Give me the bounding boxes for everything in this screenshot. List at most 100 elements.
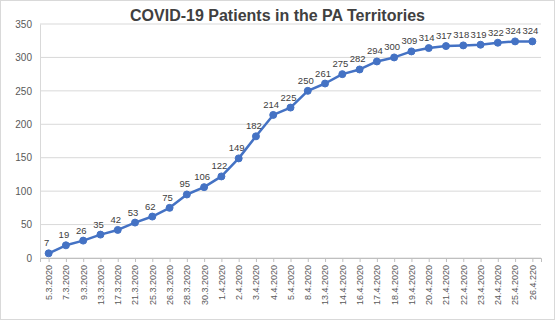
x-tick-label: 2.4.2020 bbox=[234, 265, 244, 300]
data-label: 300 bbox=[384, 41, 400, 52]
marker bbox=[62, 242, 69, 249]
title: COVID-19 Patients in the PA Territories bbox=[130, 7, 425, 24]
data-label: 309 bbox=[402, 35, 418, 46]
x-tick: 23.4.2020 bbox=[476, 258, 486, 305]
grid-line bbox=[40, 157, 541, 158]
x-tick: 16.4.2020 bbox=[355, 258, 365, 305]
y-tick-label: 100 bbox=[15, 186, 32, 197]
x-tick-label: 25.3.2020 bbox=[148, 265, 158, 305]
marker bbox=[252, 133, 259, 140]
x-tick: 19.4.2020 bbox=[407, 258, 417, 305]
x-tick-label: 30.3.2020 bbox=[200, 265, 210, 305]
x-tick-mark bbox=[360, 258, 361, 262]
data-label: 318 bbox=[453, 29, 469, 40]
data-label: 122 bbox=[211, 160, 227, 171]
x-tick: 17.4.2020 bbox=[372, 258, 382, 305]
grid-line bbox=[40, 24, 541, 25]
x-tick-label: 16.4.2020 bbox=[355, 265, 365, 305]
data-label: 26 bbox=[76, 225, 87, 236]
marker bbox=[132, 219, 139, 226]
y-tick: 150 bbox=[15, 152, 40, 163]
data-label: 322 bbox=[488, 27, 504, 38]
marker bbox=[356, 66, 363, 73]
x-tick-mark bbox=[463, 258, 464, 262]
x-tick-label: 8.4.2020 bbox=[303, 265, 313, 300]
grid bbox=[40, 24, 541, 258]
data-label: 149 bbox=[229, 142, 245, 153]
marker bbox=[45, 250, 52, 257]
marker bbox=[166, 204, 173, 211]
x-tick-label: 9.3.2020 bbox=[79, 265, 89, 300]
x-tick: 4.4.2020 bbox=[269, 258, 279, 300]
x-tick-mark bbox=[152, 258, 153, 262]
x-tick-mark bbox=[394, 258, 395, 262]
data-label: 317 bbox=[436, 30, 452, 41]
data-labels: 7192635425362759510612214918221422525026… bbox=[44, 25, 538, 248]
x-tick: 21.3.2020 bbox=[130, 258, 140, 305]
data-label: 324 bbox=[505, 25, 521, 36]
x-tick-mark bbox=[515, 258, 516, 262]
y-tick: 200 bbox=[15, 119, 40, 130]
x-tick-label: 19.4.2020 bbox=[407, 265, 417, 305]
x-tick-mark bbox=[411, 258, 412, 262]
x-tick: 26.4.220 bbox=[528, 258, 538, 300]
x-tick-label: 14.4.2020 bbox=[338, 265, 348, 305]
marker bbox=[235, 155, 242, 162]
x-tick: 5.3.2020 bbox=[44, 258, 54, 300]
marker bbox=[322, 80, 329, 87]
marker bbox=[97, 231, 104, 238]
x-tick-label: 26.3.2020 bbox=[165, 265, 175, 305]
x-tick: 30.3.2020 bbox=[200, 258, 210, 305]
x-tick-mark bbox=[204, 258, 205, 262]
y-axis-line bbox=[40, 25, 41, 259]
data-label: 75 bbox=[162, 192, 173, 203]
data-label: 7 bbox=[44, 237, 49, 248]
x-tick-label: 4.4.2020 bbox=[269, 265, 279, 300]
x-tick-label: 24.4.2020 bbox=[493, 265, 503, 305]
data-label: 95 bbox=[180, 178, 191, 189]
data-label: 62 bbox=[145, 201, 156, 212]
x-tick: 26.3.2020 bbox=[165, 258, 175, 305]
x-tick: 2.4.2020 bbox=[234, 258, 244, 300]
marker bbox=[114, 226, 121, 233]
x-tick-label: 13.3.2020 bbox=[96, 265, 106, 305]
x-tick: 18.4.2020 bbox=[390, 258, 400, 305]
data-label: 319 bbox=[471, 29, 487, 40]
x-tick-mark bbox=[49, 258, 50, 262]
data-label: 261 bbox=[315, 68, 331, 79]
x-tick-mark bbox=[118, 258, 119, 262]
data-label: 250 bbox=[298, 75, 314, 86]
data-label: 214 bbox=[263, 99, 279, 110]
data-label: 275 bbox=[332, 58, 348, 69]
y-tick-label: 50 bbox=[21, 219, 33, 230]
y-tick: 350 bbox=[15, 19, 40, 30]
y-tick-label: 0 bbox=[26, 253, 32, 264]
marker bbox=[512, 38, 519, 45]
x-tick-mark bbox=[221, 258, 222, 262]
plot: 0 50 100 150 200 250 300 350 5.3.2020 7.3.2020 9.3… bbox=[15, 19, 541, 305]
x-tick-label: 5.4.2020 bbox=[286, 265, 296, 300]
x-tick-mark bbox=[135, 258, 136, 262]
x-tick-label: 3.4.2020 bbox=[251, 265, 261, 300]
x-tick-mark bbox=[342, 258, 343, 262]
x-tick-mark bbox=[308, 258, 309, 262]
marker bbox=[477, 41, 484, 48]
x-tick-label: 20.4.2020 bbox=[424, 265, 434, 305]
x-axis: 5.3.20207.3.20209.3.202013.3.202017.3.20… bbox=[41, 258, 542, 305]
data-label: 282 bbox=[350, 53, 366, 64]
data-label: 53 bbox=[128, 207, 139, 218]
y-tick: 250 bbox=[15, 86, 40, 97]
x-tick-mark bbox=[170, 258, 171, 262]
y-tick-label: 300 bbox=[15, 52, 32, 63]
x-tick: 8.4.2020 bbox=[303, 258, 313, 300]
x-tick: 7.3.2020 bbox=[61, 258, 71, 300]
x-tick-label: 7.3.2020 bbox=[61, 265, 71, 300]
x-tick-mark bbox=[66, 258, 67, 262]
x-tick-mark bbox=[187, 258, 188, 262]
x-tick: 1.4.2020 bbox=[217, 258, 227, 300]
x-tick-mark bbox=[273, 258, 274, 262]
x-tick: 20.4.2020 bbox=[424, 258, 434, 305]
marker bbox=[391, 54, 398, 61]
x-tick: 3.4.2020 bbox=[251, 258, 261, 300]
marker bbox=[425, 45, 432, 52]
